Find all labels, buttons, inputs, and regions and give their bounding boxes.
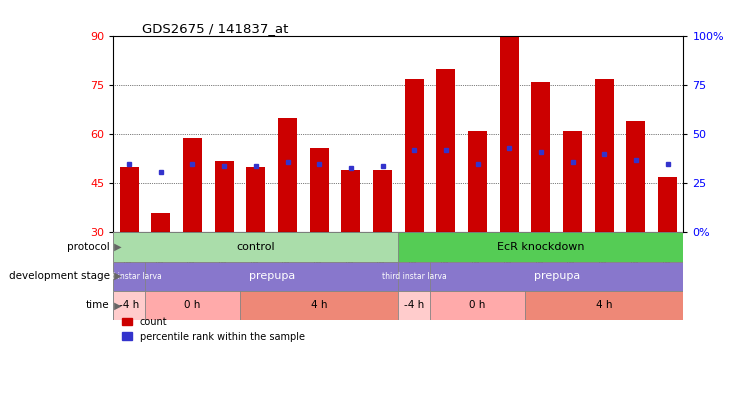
Bar	[436, 69, 455, 232]
Bar	[563, 131, 582, 232]
Text: protocol: protocol	[67, 242, 110, 252]
FancyBboxPatch shape	[145, 291, 240, 320]
Text: ▶: ▶	[111, 271, 122, 281]
Text: EcR knockdown: EcR knockdown	[497, 242, 585, 252]
Bar	[246, 167, 265, 232]
Text: third instar larva: third instar larva	[96, 272, 162, 281]
Text: control: control	[237, 242, 275, 252]
Bar	[215, 161, 234, 232]
Text: GDS2675 / 141837_at: GDS2675 / 141837_at	[142, 22, 288, 35]
Bar	[405, 79, 424, 232]
Text: 0 h: 0 h	[184, 301, 201, 310]
Bar	[468, 131, 487, 232]
Bar	[373, 171, 392, 232]
Text: prepupa: prepupa	[534, 271, 580, 281]
Bar	[500, 36, 519, 232]
Text: time: time	[86, 301, 110, 310]
Bar	[658, 177, 677, 232]
Text: prepupa: prepupa	[249, 271, 295, 281]
FancyBboxPatch shape	[113, 291, 145, 320]
Bar	[531, 82, 550, 232]
FancyBboxPatch shape	[430, 262, 683, 291]
Bar	[310, 147, 329, 232]
Bar	[626, 122, 645, 232]
FancyBboxPatch shape	[398, 232, 683, 262]
Text: 0 h: 0 h	[469, 301, 486, 310]
Text: third instar larva: third instar larva	[382, 272, 447, 281]
FancyBboxPatch shape	[145, 262, 398, 291]
Legend: count, percentile rank within the sample: count, percentile rank within the sample	[118, 313, 308, 345]
FancyBboxPatch shape	[525, 291, 683, 320]
Bar	[183, 138, 202, 232]
Bar	[341, 171, 360, 232]
Text: 4 h: 4 h	[596, 301, 613, 310]
Text: ▶: ▶	[111, 301, 122, 310]
Bar	[151, 213, 170, 232]
FancyBboxPatch shape	[430, 291, 525, 320]
Text: -4 h: -4 h	[119, 301, 140, 310]
Text: -4 h: -4 h	[404, 301, 425, 310]
Text: ▶: ▶	[111, 242, 122, 252]
Bar	[595, 79, 614, 232]
FancyBboxPatch shape	[398, 291, 430, 320]
Text: 4 h: 4 h	[311, 301, 327, 310]
FancyBboxPatch shape	[398, 262, 430, 291]
FancyBboxPatch shape	[240, 291, 398, 320]
Text: development stage: development stage	[9, 271, 110, 281]
Bar	[278, 118, 297, 232]
Bar	[120, 167, 139, 232]
FancyBboxPatch shape	[113, 262, 145, 291]
FancyBboxPatch shape	[113, 232, 398, 262]
